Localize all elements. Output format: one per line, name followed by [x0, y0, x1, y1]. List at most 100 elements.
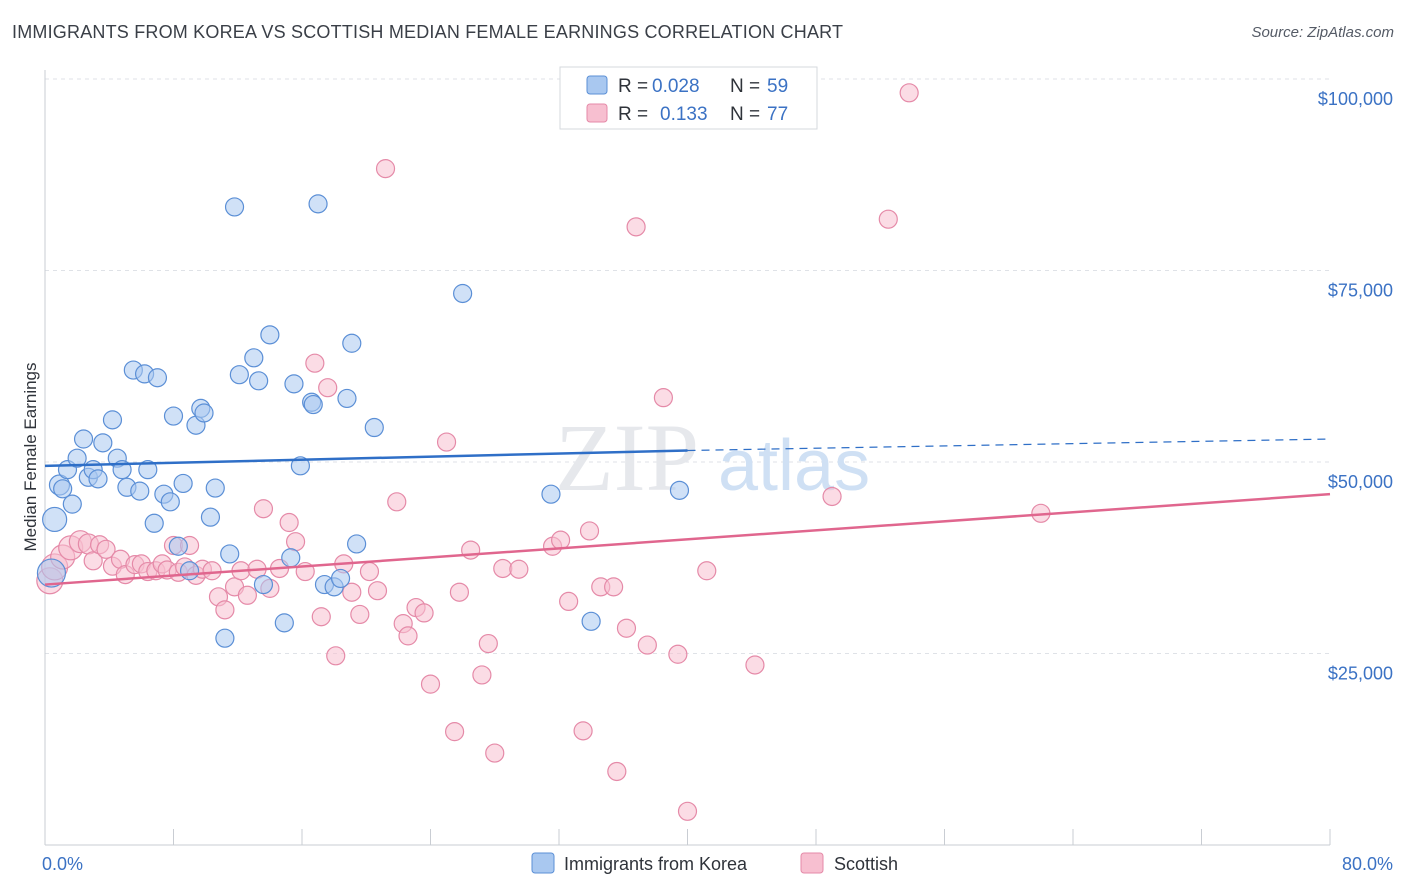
legend-korea-swatch: [586, 75, 608, 95]
scottish-point: [668, 644, 688, 664]
korea-point: [130, 481, 150, 501]
scottish-point: [697, 561, 717, 581]
korea-point: [73, 429, 94, 449]
y-tick-label: $100,000: [1318, 89, 1393, 109]
korea-point: [53, 479, 73, 499]
scottish-point: [285, 532, 306, 552]
scottish-point: [367, 581, 388, 601]
korea-point: [290, 456, 310, 476]
bottom-legend-korea-label: Immigrants from Korea: [564, 854, 748, 874]
korea-point: [342, 333, 362, 353]
scottish-point: [472, 665, 492, 685]
scottish-point: [387, 492, 407, 512]
scottish-point: [637, 635, 657, 655]
scottish-point: [579, 521, 600, 541]
legend-korea-r-label: R =: [618, 76, 648, 97]
scottish-point: [436, 432, 457, 452]
korea-point: [229, 365, 249, 385]
scottish-point: [626, 217, 646, 237]
scottish-point: [215, 600, 235, 620]
scottish-point: [420, 674, 441, 694]
scottish-point: [878, 209, 898, 229]
korea-point: [194, 403, 214, 423]
korea-point: [220, 544, 240, 564]
korea-point: [308, 194, 328, 214]
scottish-trend-line: [44, 492, 1331, 586]
korea-point: [249, 371, 269, 391]
korea-point: [330, 568, 351, 589]
legend-korea-r-value: 0.028: [652, 76, 700, 97]
legend-scottish-n-label: N =: [730, 104, 760, 125]
y-axis-label: Median Female Earnings: [21, 363, 40, 552]
korea-point: [284, 374, 304, 394]
scottish-point: [350, 604, 370, 625]
korea-point: [581, 611, 601, 631]
x-tick-label: 0.0%: [42, 854, 83, 874]
axes: $25,000 $50,000 $75,000 $100,000 0.0% 80.0%: [42, 70, 1393, 874]
scottish-point: [607, 761, 627, 782]
scottish-point: [493, 558, 513, 579]
korea-point: [67, 448, 87, 468]
korea-point: [253, 574, 274, 595]
scottish-point: [375, 159, 396, 179]
korea-point: [163, 406, 184, 426]
scottish-point: [318, 378, 338, 398]
y-tick-label: $50,000: [1328, 472, 1393, 492]
scottish-point: [677, 801, 698, 821]
korea-point: [168, 536, 188, 556]
korea-point: [62, 494, 82, 514]
korea-point: [281, 548, 301, 568]
legend-scottish-swatch: [586, 103, 608, 123]
korea-point: [364, 417, 384, 438]
korea-point: [215, 628, 235, 648]
korea-point: [303, 394, 323, 415]
korea-point: [88, 469, 108, 489]
korea-trend-line: [44, 449, 688, 468]
legend-scottish-r-label: R =: [618, 104, 648, 125]
scottish-point: [461, 540, 481, 560]
korea-trend-extension: [687, 438, 1331, 452]
scottish-point: [414, 603, 434, 623]
scottish-point: [359, 561, 380, 582]
korea-points: [36, 194, 690, 648]
scottish-points: [36, 83, 1051, 821]
legend-korea-n-label: N =: [730, 76, 760, 97]
bottom-legend: Immigrants from Korea Scottish: [531, 852, 898, 874]
scottish-point: [653, 388, 674, 408]
bottom-legend-scottish-swatch: [800, 852, 824, 874]
scottish-point: [449, 582, 470, 602]
source-label: Source: ZipAtlas.com: [1251, 24, 1394, 41]
korea-point: [102, 410, 123, 430]
korea-point: [42, 506, 68, 533]
korea-point: [274, 613, 294, 633]
korea-point: [147, 368, 168, 388]
scottish-point: [311, 607, 331, 627]
korea-point: [144, 513, 164, 533]
scottish-point: [478, 633, 498, 654]
y-tick-label: $25,000: [1328, 664, 1393, 684]
scottish-point: [253, 499, 274, 519]
scottish-point: [822, 486, 842, 507]
scottish-point: [509, 559, 529, 579]
trend-lines: [44, 438, 1331, 586]
scottish-point: [326, 646, 346, 666]
korea-point: [200, 507, 221, 527]
korea-point: [224, 197, 245, 217]
scottish-point: [485, 743, 505, 763]
legend-scottish-n-value: 77: [767, 104, 788, 125]
legend-korea-n-value: 59: [767, 76, 788, 97]
korea-point: [93, 433, 113, 453]
scottish-point: [604, 577, 624, 597]
scottish-point: [573, 721, 593, 741]
scottish-point: [305, 353, 325, 373]
scottish-point: [342, 582, 362, 602]
korea-point: [347, 534, 367, 554]
scottish-point: [398, 626, 418, 646]
korea-point: [138, 460, 158, 480]
korea-point: [36, 558, 67, 588]
scottish-point: [237, 585, 257, 605]
korea-point: [179, 561, 200, 581]
legend-box: R = 0.028 N = 59 R = 0.133 N = 77: [559, 66, 818, 130]
scottish-point: [745, 655, 765, 675]
